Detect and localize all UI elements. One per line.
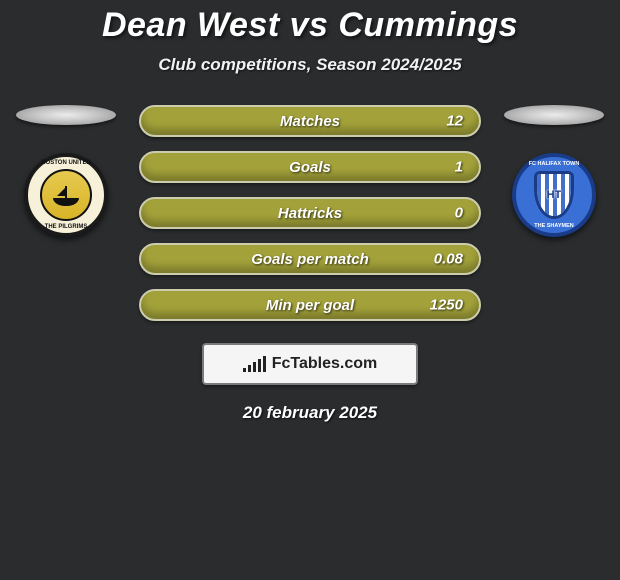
stat-value: 1 bbox=[455, 159, 463, 176]
bar-chart-icon bbox=[243, 356, 266, 372]
site-logo-text: FcTables.com bbox=[272, 355, 378, 373]
player-shadow-left bbox=[16, 105, 116, 125]
site-logo-link[interactable]: FcTables.com bbox=[202, 343, 418, 385]
stat-label: Goals per match bbox=[251, 251, 369, 268]
stat-bars: Matches 12 Goals 1 Hattricks 0 Goals per… bbox=[139, 105, 481, 321]
stat-bar-mpg: Min per goal 1250 bbox=[139, 289, 481, 321]
comparison-card: Dean West vs Cummings Club competitions,… bbox=[0, 0, 620, 440]
main-row: BOSTON UNITED THE PILGRIMS Matches 12 Go… bbox=[0, 105, 620, 321]
stat-bar-matches: Matches 12 bbox=[139, 105, 481, 137]
stat-value: 0 bbox=[455, 205, 463, 222]
date-text: 20 february 2025 bbox=[0, 403, 620, 423]
right-column: FC HALIFAX TOWN HT THE SHAYMEN bbox=[499, 105, 609, 237]
stat-bar-gpm: Goals per match 0.08 bbox=[139, 243, 481, 275]
stat-label: Goals bbox=[289, 159, 331, 176]
club-badge-right: FC HALIFAX TOWN HT THE SHAYMEN bbox=[512, 153, 596, 237]
badge-text-bottom: THE PILGRIMS bbox=[28, 224, 104, 230]
player-shadow-right bbox=[504, 105, 604, 125]
badge-text-top: FC HALIFAX TOWN bbox=[516, 161, 592, 167]
badge-inner bbox=[40, 169, 92, 221]
stat-label: Matches bbox=[280, 113, 340, 130]
club-badge-left: BOSTON UNITED THE PILGRIMS bbox=[24, 153, 108, 237]
stat-bar-hattricks: Hattricks 0 bbox=[139, 197, 481, 229]
badge-text-bottom: THE SHAYMEN bbox=[516, 223, 592, 229]
stat-label: Min per goal bbox=[266, 297, 354, 314]
stat-value: 1250 bbox=[430, 297, 463, 314]
ship-icon bbox=[51, 184, 81, 206]
subtitle: Club competitions, Season 2024/2025 bbox=[0, 55, 620, 75]
stat-bar-goals: Goals 1 bbox=[139, 151, 481, 183]
page-title: Dean West vs Cummings bbox=[0, 6, 620, 45]
shield-icon: HT bbox=[534, 171, 574, 219]
stat-value: 0.08 bbox=[434, 251, 463, 268]
stat-value: 12 bbox=[446, 113, 463, 130]
left-column: BOSTON UNITED THE PILGRIMS bbox=[11, 105, 121, 237]
badge-text-top: BOSTON UNITED bbox=[28, 160, 104, 166]
shield-letters: HT bbox=[547, 189, 562, 201]
stat-label: Hattricks bbox=[278, 205, 342, 222]
